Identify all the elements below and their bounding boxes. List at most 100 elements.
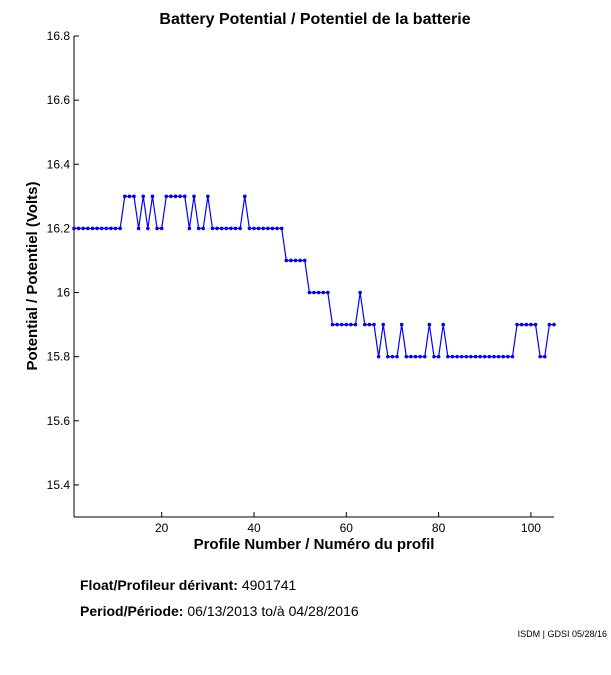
data-point bbox=[326, 290, 330, 295]
data-point bbox=[459, 354, 464, 359]
data-point bbox=[395, 354, 399, 359]
data-point bbox=[81, 226, 86, 231]
float-id: 4901741 bbox=[241, 577, 297, 593]
data-point bbox=[542, 354, 547, 359]
data-point bbox=[547, 322, 552, 327]
y-tick-label: 16.2 bbox=[47, 221, 71, 235]
period-start: 06/13/2013 bbox=[187, 603, 258, 619]
data-point bbox=[146, 226, 150, 231]
data-point bbox=[339, 322, 344, 327]
data-point bbox=[104, 226, 109, 231]
data-point bbox=[173, 194, 178, 199]
data-point bbox=[312, 290, 316, 295]
data-point bbox=[436, 354, 441, 359]
data-point bbox=[519, 322, 524, 327]
data-point bbox=[279, 226, 284, 231]
data-point bbox=[353, 322, 358, 327]
data-point bbox=[266, 226, 270, 231]
float-label: Float/Profileur dérivant: bbox=[80, 577, 238, 593]
data-point bbox=[358, 290, 362, 295]
data-point bbox=[219, 226, 224, 231]
data-point bbox=[450, 354, 455, 359]
battery-potential-chart: Battery Potential / Potentiel de la batt… bbox=[24, 11, 556, 553]
data-point bbox=[418, 354, 422, 359]
plot-area: 15.4 15.6 15.8 16 16.2 16.4 16.6 16.8 20 40 60 80 10… bbox=[47, 29, 556, 535]
data-point bbox=[478, 354, 482, 359]
data-point bbox=[187, 226, 192, 231]
data-point bbox=[404, 354, 409, 359]
data-point bbox=[233, 226, 238, 231]
data-point bbox=[113, 226, 118, 231]
data-point bbox=[72, 226, 76, 231]
credit-text: ISDM | GDSI 05/28/16 bbox=[517, 629, 607, 639]
data-point bbox=[90, 226, 95, 231]
data-point bbox=[141, 194, 146, 199]
chart-title: Battery Potential / Potentiel de la batt… bbox=[159, 11, 470, 28]
period-end: 04/28/2016 bbox=[288, 603, 359, 619]
data-point bbox=[501, 354, 506, 359]
data-point bbox=[242, 194, 247, 199]
data-point bbox=[427, 322, 432, 327]
x-tick-label: 40 bbox=[247, 521, 261, 535]
data-point bbox=[335, 322, 339, 327]
data-point bbox=[275, 226, 279, 231]
y-tick-label: 15.8 bbox=[47, 350, 71, 364]
data-point bbox=[492, 354, 496, 359]
data-point bbox=[155, 226, 159, 231]
data-point bbox=[122, 194, 127, 199]
data-point bbox=[510, 354, 515, 359]
data-point bbox=[386, 354, 390, 359]
data-point bbox=[164, 194, 169, 199]
data-point bbox=[298, 258, 302, 263]
data-point bbox=[289, 258, 293, 263]
period-label: Period/Période: bbox=[80, 603, 184, 619]
data-point bbox=[321, 290, 326, 295]
data-point bbox=[150, 194, 155, 199]
data-point bbox=[446, 354, 450, 359]
data-point bbox=[409, 354, 413, 359]
y-tick-label: 15.6 bbox=[47, 414, 71, 428]
data-point bbox=[455, 354, 459, 359]
data-point bbox=[362, 322, 367, 327]
data-point bbox=[229, 226, 233, 231]
data-point bbox=[159, 226, 164, 231]
data-point bbox=[422, 354, 427, 359]
data-point bbox=[293, 258, 298, 263]
data-point bbox=[441, 322, 446, 327]
period-separator: to/à bbox=[261, 603, 285, 619]
data-point bbox=[86, 226, 90, 231]
data-point bbox=[330, 322, 335, 327]
data-point bbox=[169, 194, 173, 199]
data-point bbox=[192, 194, 196, 199]
data-point bbox=[316, 290, 321, 295]
data-point bbox=[247, 226, 252, 231]
y-tick-label: 16 bbox=[57, 286, 71, 300]
y-tick-label: 16.4 bbox=[47, 157, 71, 171]
x-tick-label: 60 bbox=[340, 521, 354, 535]
y-tick-label: 16.8 bbox=[47, 29, 71, 43]
data-point bbox=[399, 322, 404, 327]
data-point bbox=[136, 226, 141, 231]
period-info: Period/Période: 06/13/2013 to/à 04/28/20… bbox=[80, 603, 359, 619]
data-point bbox=[95, 226, 99, 231]
data-point bbox=[118, 226, 122, 231]
data-point bbox=[270, 226, 275, 231]
data-point bbox=[215, 226, 219, 231]
data-point bbox=[76, 226, 81, 231]
data-point bbox=[482, 354, 487, 359]
data-point bbox=[307, 290, 312, 295]
data-point bbox=[127, 194, 132, 199]
data-point bbox=[496, 354, 501, 359]
data-point bbox=[533, 322, 538, 327]
x-tick-label: 20 bbox=[155, 521, 169, 535]
data-point bbox=[390, 354, 395, 359]
data-point bbox=[376, 354, 381, 359]
data-point bbox=[464, 354, 469, 359]
data-point bbox=[487, 354, 492, 359]
data-point bbox=[372, 322, 376, 327]
data-point bbox=[432, 354, 436, 359]
x-tick-label: 100 bbox=[521, 521, 541, 535]
data-point bbox=[238, 226, 242, 231]
data-point bbox=[367, 322, 372, 327]
data-point bbox=[256, 226, 261, 231]
